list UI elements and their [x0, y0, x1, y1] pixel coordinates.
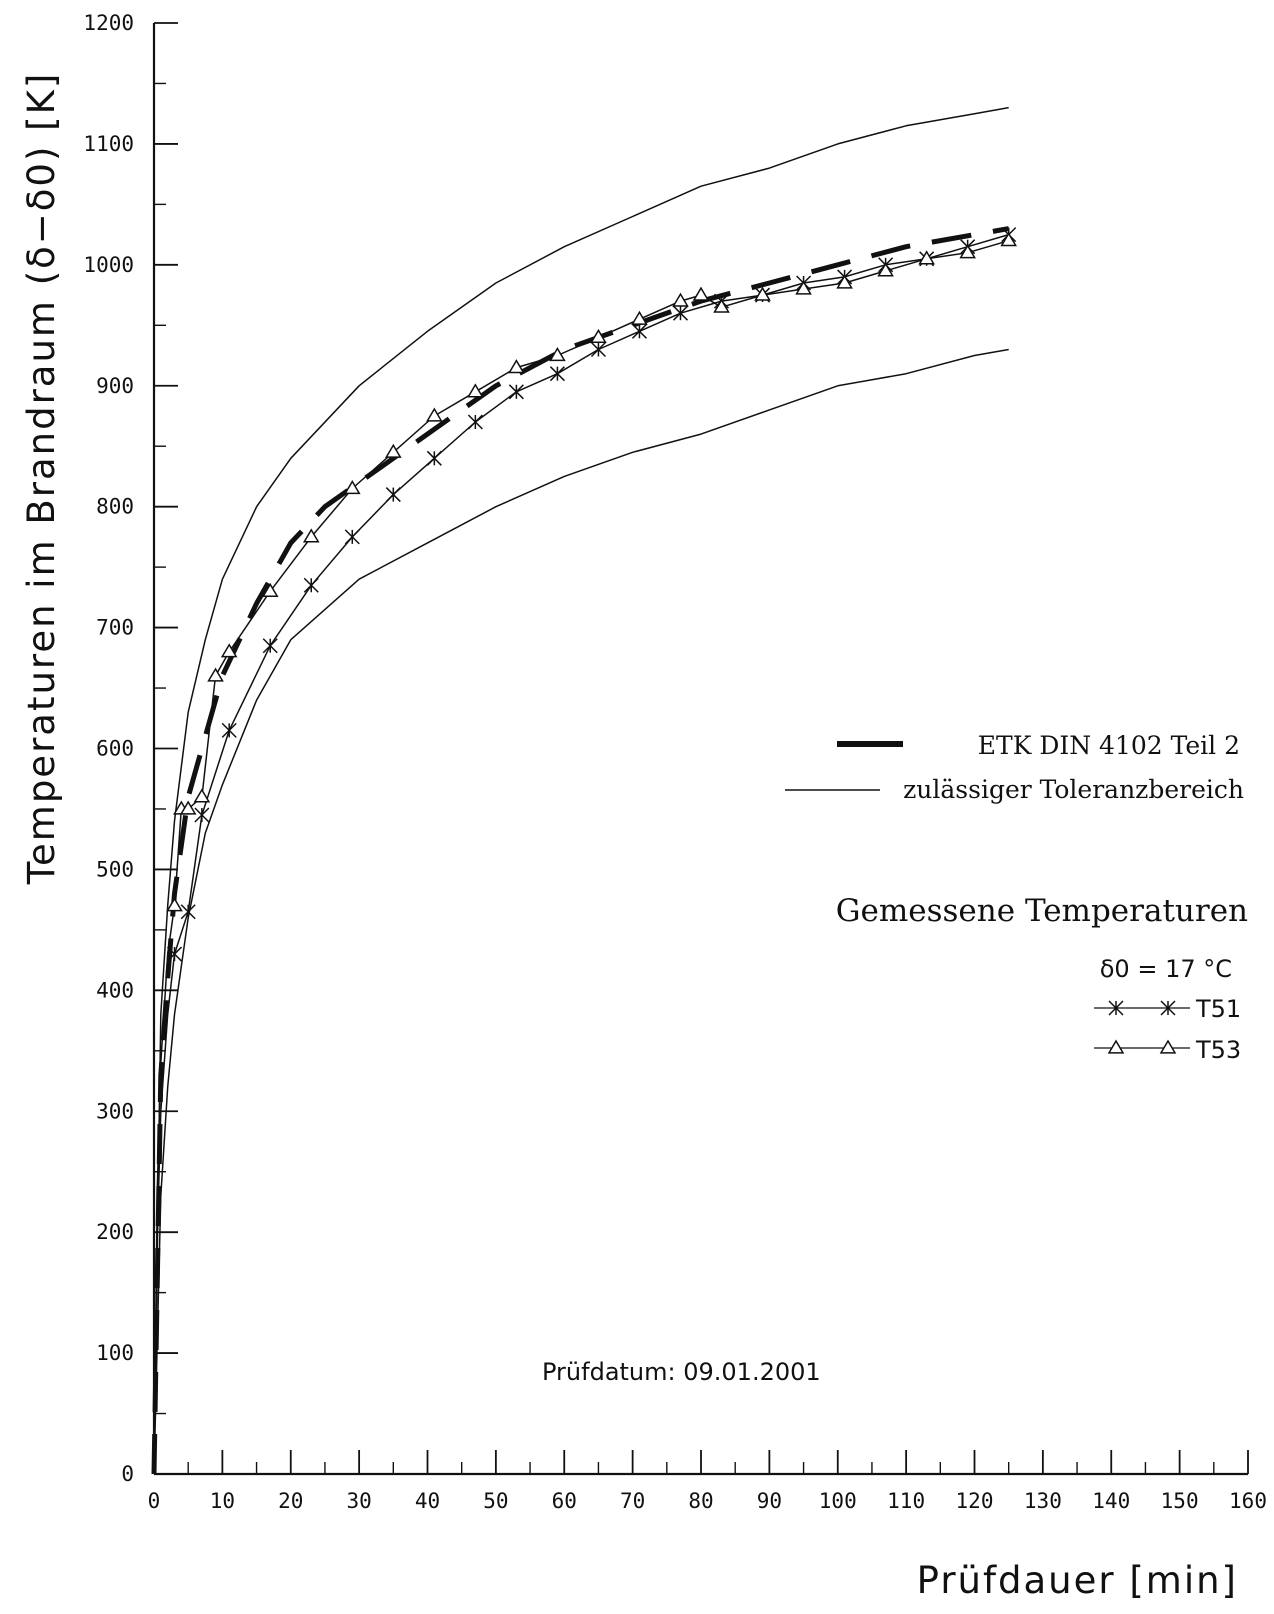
t53-marker — [166, 897, 183, 912]
x-tick-label: 150 — [1161, 1489, 1199, 1513]
series-line-zul-ssiger-toleranzbereich-2 — [153, 348, 1009, 1475]
t51-marker — [426, 450, 442, 466]
y-tick-label: 100 — [96, 1341, 134, 1365]
series-layer — [151, 106, 1010, 1475]
x-tick-label: 40 — [415, 1489, 440, 1513]
t53-marker — [795, 280, 812, 295]
y-tick-label: 1100 — [83, 132, 134, 156]
series-line-t51-3 — [153, 233, 1009, 1475]
t53-marker — [207, 667, 224, 682]
y-tick-label: 0 — [121, 1462, 134, 1486]
t53-marker — [508, 359, 525, 374]
test-date-annotation: Prüfdatum: 09.01.2001 — [542, 1358, 821, 1386]
legend-tolerance-label: zulässiger Toleranzbereich — [903, 775, 1244, 804]
x-tick-label: 100 — [819, 1489, 857, 1513]
legend: ETK DIN 4102 Teil 2 zulässiger Toleranzb… — [785, 731, 1248, 1064]
y-tick-label: 500 — [96, 857, 134, 881]
x-tick-label: 10 — [210, 1489, 235, 1513]
t53-marker — [713, 298, 730, 313]
t51-marker — [262, 638, 278, 654]
series-line-t53-4 — [153, 239, 1009, 1475]
legend-t51-markers — [1108, 1000, 1176, 1016]
legend-t51-marker — [1108, 1000, 1124, 1016]
t53-marker — [385, 443, 402, 458]
t53-marker — [631, 310, 648, 325]
markers-layer — [166, 227, 1017, 962]
t53-marker — [672, 292, 689, 307]
t53-marker — [302, 528, 320, 543]
x-tick-label: 140 — [1092, 1489, 1130, 1513]
y-tick-label: 800 — [96, 495, 134, 519]
t53-marker — [467, 383, 484, 398]
y-tick-label: 700 — [96, 616, 134, 640]
y-tick-label: 400 — [96, 978, 134, 1002]
x-tick-label: 20 — [278, 1489, 303, 1513]
x-tick-label: 50 — [483, 1489, 508, 1513]
t53-marker — [179, 800, 197, 815]
y-tick-label: 900 — [96, 374, 134, 398]
t51-marker — [180, 904, 196, 920]
t53-marker — [1000, 232, 1017, 247]
x-tick-label: 110 — [887, 1489, 925, 1513]
t53-marker — [261, 582, 279, 597]
series-line-zul-ssiger-toleranzbereich-1 — [153, 106, 1009, 1475]
tick-labels: 0100200300400500600700800900100011001200… — [83, 11, 1267, 1513]
t51-marker — [631, 323, 647, 339]
x-tick-label: 80 — [688, 1489, 713, 1513]
t53-marker — [877, 262, 894, 277]
series-line-etk-din-4102-teil-2-0 — [151, 226, 1010, 1475]
legend-t53-marker — [1159, 1039, 1177, 1054]
t53-marker — [836, 274, 853, 289]
t51-marker — [467, 414, 483, 430]
t53-marker — [193, 788, 211, 803]
x-tick-label: 60 — [552, 1489, 577, 1513]
legend-measured-title: Gemessene Temperaturen — [836, 893, 1248, 929]
legend-t53-marker — [1107, 1039, 1125, 1054]
t53-marker — [343, 480, 361, 495]
y-axis-title: Temperaturen im Brandraum (δ−δ0) [K] — [20, 72, 63, 886]
t53-marker — [426, 407, 443, 422]
t51-marker — [549, 366, 565, 382]
y-tick-label: 600 — [96, 737, 134, 761]
legend-t51-marker — [1160, 1000, 1176, 1016]
legend-delta0-label: δ0 = 17 °C — [1100, 955, 1232, 983]
t51-marker — [344, 529, 360, 545]
legend-t51-label: T51 — [1195, 995, 1241, 1023]
x-tick-label: 70 — [620, 1489, 645, 1513]
t53-marker — [220, 643, 238, 658]
y-tick-label: 200 — [96, 1220, 134, 1244]
t51-marker — [194, 807, 210, 823]
t51-marker — [221, 722, 237, 738]
x-tick-label: 0 — [148, 1489, 161, 1513]
t51-marker — [672, 305, 689, 321]
y-tick-label: 300 — [96, 1099, 134, 1123]
legend-t53-markers — [1107, 1039, 1177, 1054]
y-tick-label: 1000 — [83, 253, 134, 277]
t53-marker — [918, 250, 935, 265]
x-tick-label: 90 — [757, 1489, 782, 1513]
x-axis-title: Prüfdauer [min] — [917, 1559, 1238, 1602]
t53-marker — [692, 286, 710, 301]
t51-marker — [508, 384, 524, 400]
legend-t53-label: T53 — [1195, 1036, 1241, 1064]
t51-marker — [166, 946, 183, 962]
t53-marker — [754, 286, 771, 301]
legend-etk-label: ETK DIN 4102 Teil 2 — [978, 731, 1240, 760]
y-tick-label: 1200 — [83, 11, 134, 35]
t51-marker — [590, 341, 606, 358]
t51-marker — [303, 577, 319, 593]
t53-marker — [590, 328, 607, 344]
t53-marker — [959, 244, 976, 259]
x-tick-label: 160 — [1229, 1489, 1267, 1513]
x-tick-label: 120 — [956, 1489, 994, 1513]
x-tick-label: 30 — [346, 1489, 371, 1513]
t51-marker — [385, 487, 401, 503]
x-tick-label: 130 — [1024, 1489, 1062, 1513]
t53-marker — [549, 347, 566, 362]
